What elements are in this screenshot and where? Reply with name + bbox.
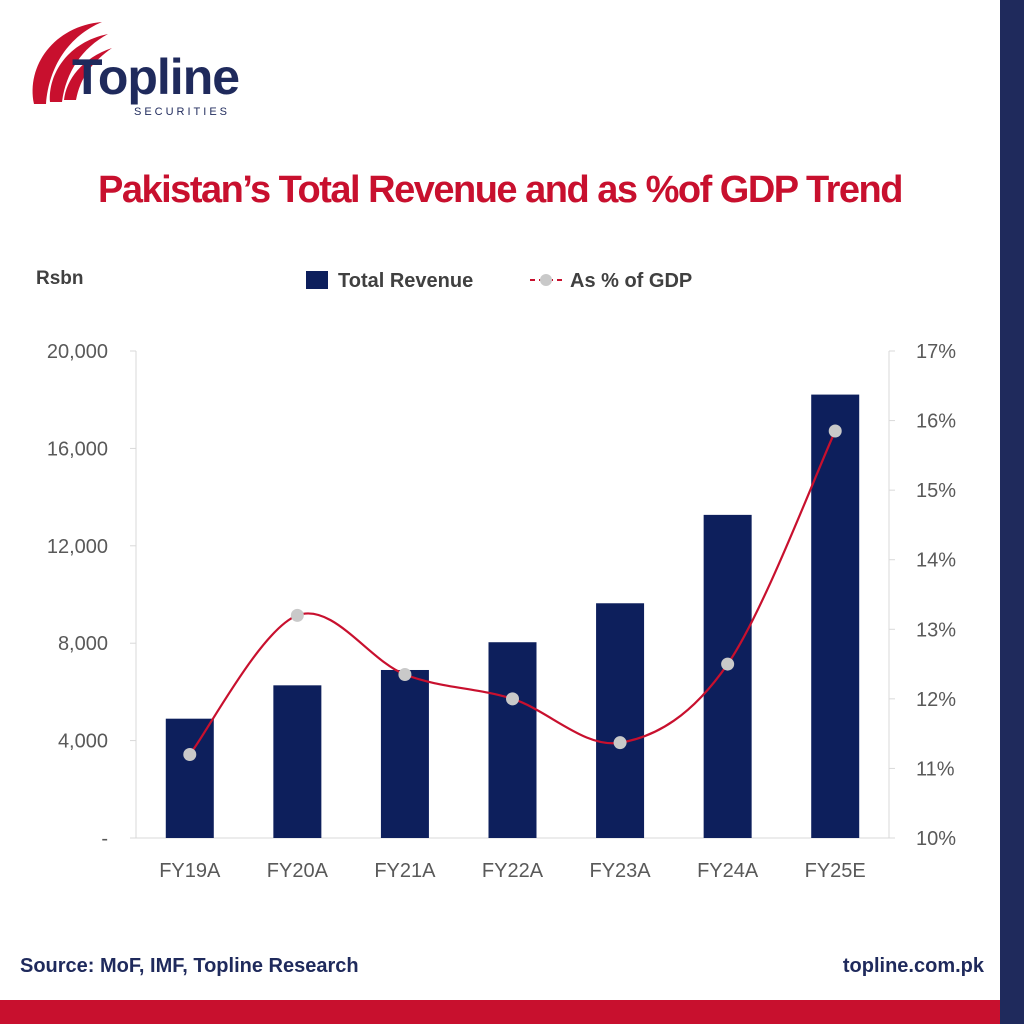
y-tick-label: 8,000 (58, 633, 108, 655)
y2-tick-label: 12% (916, 689, 956, 711)
y-tick-label: - (101, 828, 108, 850)
y2-tick-label: 16% (916, 411, 956, 433)
y-tick-label: 12,000 (47, 536, 108, 558)
gdp-pct-point-fy24a (721, 657, 735, 671)
x-tick-label: FY20A (267, 860, 329, 882)
bottom-accent-bar (0, 1000, 1000, 1024)
x-tick-label: FY24A (697, 860, 759, 882)
legend-revenue-swatch (306, 271, 328, 289)
logo-subtitle: SECURITIES (134, 106, 231, 118)
x-tick-label: FY19A (159, 860, 221, 882)
x-tick-label: FY21A (374, 860, 436, 882)
source-note: Source: MoF, IMF, Topline Research (20, 955, 359, 977)
bar-fy19a (165, 718, 214, 838)
y2-tick-label: 10% (916, 828, 956, 850)
logo-text: Topline (72, 49, 240, 105)
bar-fy24a (703, 514, 752, 838)
x-tick-label: FY22A (482, 860, 544, 882)
y-tick-label: 4,000 (58, 731, 108, 753)
legend-gdp-label: As % of GDP (570, 270, 692, 292)
website-link[interactable]: topline.com.pk (842, 955, 984, 977)
gdp-pct-point-fy19a (183, 748, 197, 762)
gdp-pct-point-fy23a (613, 736, 627, 750)
y2-tick-label: 14% (916, 550, 956, 572)
bar-fy22a (488, 642, 537, 838)
y2-tick-label: 17% (916, 341, 956, 363)
y2-tick-label: 15% (916, 480, 956, 502)
chart-title: Pakistan’s Total Revenue and as %of GDP … (98, 169, 903, 211)
logo-swoosh-icon (32, 22, 112, 104)
y2-tick-label: 11% (916, 758, 955, 780)
y2-tick-label: 13% (916, 619, 956, 641)
legend-gdp-marker (540, 274, 552, 286)
bar-fy23a (596, 603, 645, 838)
x-tick-label: FY25E (805, 860, 866, 882)
gdp-pct-point-fy22a (506, 692, 519, 706)
bar-fy20a (273, 685, 322, 838)
y-tick-label: 20,000 (47, 341, 108, 363)
gdp-pct-point-fy20a (290, 608, 304, 622)
bar-fy21a (380, 669, 429, 838)
x-tick-label: FY23A (589, 860, 651, 882)
gdp-pct-point-fy21a (398, 668, 412, 682)
legend-revenue-label: Total Revenue (338, 270, 473, 292)
gdp-pct-point-fy25e (828, 424, 842, 438)
y-axis-label: Rsbn (36, 268, 84, 289)
right-accent-bar (1000, 0, 1024, 1024)
topline-logo: Topline SECURITIES (24, 16, 264, 126)
revenue-chart: - 4,000 8,000 12,000 16,000 20,000 10% 11% 12% 13… (36, 268, 956, 882)
bar-fy25e (811, 394, 860, 838)
y-tick-label: 16,000 (47, 438, 108, 460)
